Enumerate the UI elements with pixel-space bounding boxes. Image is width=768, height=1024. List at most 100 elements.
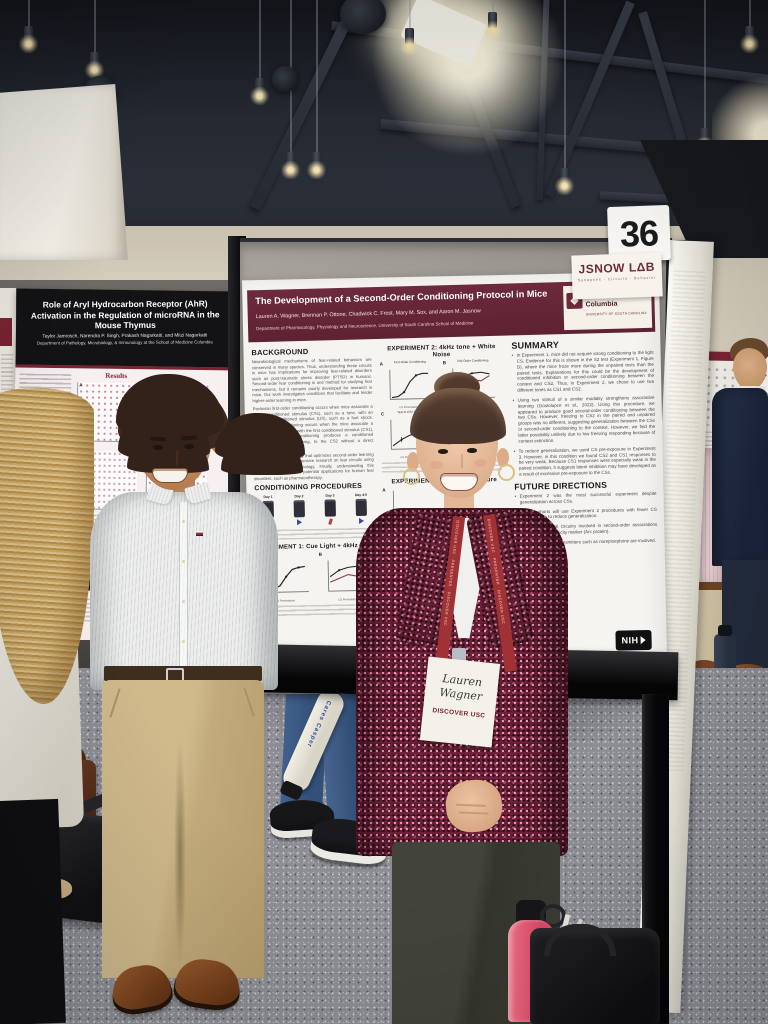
pants-pocket-line [243, 687, 255, 717]
graph-panel: A First-Order Conditioning CS Presentati… [380, 360, 438, 409]
panel-letter: B [318, 552, 323, 558]
pendant-light [84, 0, 105, 79]
woman-eye [438, 449, 448, 454]
navy-bottle-cap [718, 625, 732, 636]
shirt-button [181, 520, 185, 523]
nih-arrow-icon [640, 636, 646, 645]
woman-smile [440, 473, 478, 491]
man-eye [153, 445, 163, 450]
woman-ear [407, 452, 419, 471]
summary-heading: SUMMARY [511, 339, 560, 351]
man-shirt-placket [179, 502, 188, 688]
panel-letter: C [380, 411, 385, 417]
man-ear [124, 434, 137, 455]
man-nose-shadow [167, 449, 179, 466]
lab-logo-tagline: Synapses · Circuits · Behavior [577, 275, 657, 283]
board-number: 36 [619, 212, 659, 255]
left-poster-header: Role of Aryl Hydrocarbon Receptor (AhR) … [15, 288, 235, 368]
left-poster-title: Role of Aryl Hydrocarbon Receptor (AhR) … [30, 298, 220, 331]
woman-blush [430, 461, 443, 469]
speaker-icon [358, 518, 365, 525]
graph-title: 2nd-Order Conditioning [457, 358, 489, 363]
poster-title: The Development of a Second-Order Condit… [255, 288, 548, 307]
lab-logo-box: JSNOW LΔB Synapses · Circuits · Behavior [571, 252, 663, 300]
ceiling-speaker [340, 0, 386, 34]
left-poster-affiliation: Department of Pathology, Microbiology, &… [36, 338, 213, 346]
badge-footer: DISCOVER USC [432, 707, 486, 720]
sliver-maroon-patch [0, 318, 12, 346]
black-tote-bag-right [530, 924, 660, 1024]
man-pants [102, 680, 264, 978]
woman-nose-shadow [455, 454, 463, 468]
woman-blush [474, 459, 487, 467]
summary-paragraph: Using two stimuli of a similar modality … [512, 395, 655, 445]
poster-authors: Lauren A. Wagner, Brennan P. Ottone, Cha… [255, 308, 481, 321]
background-paragraph: Developing a methodology that optimizes … [253, 451, 375, 482]
conditioning-day-cell: Day 3 [316, 494, 344, 527]
poster-affiliation: Department of Pharmacology, Physiology a… [255, 320, 474, 332]
pendant-light [554, 0, 575, 195]
conditioning-day-cell: Day 2 [285, 494, 313, 527]
pants-center-shadow [174, 738, 186, 968]
shock-icon [328, 518, 333, 526]
ceiling [0, 0, 768, 242]
panel-letter: A [382, 487, 386, 493]
experiment2-heading: EXPERIMENT 2: 4kHz tone + White Noise [387, 343, 496, 359]
pendant-light [399, 0, 420, 55]
ceiling-speaker [272, 66, 298, 92]
day-label: Day 3 [325, 494, 335, 499]
pendant-light [249, 0, 270, 105]
pendant-light [306, 0, 327, 179]
man-eye [184, 444, 194, 449]
pendant-light [18, 0, 39, 53]
day-label: Day 4-5 [354, 493, 368, 498]
chamber-icon [355, 499, 367, 517]
ceiling-truss [250, 0, 361, 211]
background-paragraph: Pavlovian first-order conditioning occur… [252, 404, 374, 451]
line-graph [388, 369, 432, 400]
future-directions-heading: FUTURE DIRECTIONS [514, 479, 608, 492]
conditioning-day-cell: Day 4-5 [347, 493, 375, 526]
shirt-button [181, 640, 185, 643]
nih-logo-text: NIH [621, 635, 639, 646]
summary-paragraph: In Experiment 1, mice did not acquire st… [512, 350, 655, 394]
navy-man-jacket [712, 388, 768, 566]
chamber-icon [293, 500, 305, 518]
blonde-skirt [0, 798, 66, 1024]
woman-eye [467, 448, 477, 453]
shirt-button [181, 560, 185, 563]
nih-logo: NIH [615, 629, 652, 651]
pendant-light [280, 0, 301, 179]
shirt-button [181, 600, 185, 603]
name-badge: Lauren Wagner DISCOVER USC [419, 656, 501, 748]
school-logo-line3: UNIVERSITY OF SOUTH CAROLINA [585, 310, 647, 317]
pants-pocket-line [109, 688, 121, 718]
background-paragraph: Neurobiological mechanisms of fear-relat… [251, 356, 373, 404]
man-ear [211, 432, 224, 453]
left-poster-authors: Taylor Jamrosch, Narendra P. Singh, Prak… [42, 332, 208, 340]
woman-ear [497, 448, 509, 467]
man-belt [104, 666, 262, 683]
shirt-brand-logo [196, 531, 203, 536]
woman-hair-cap [410, 388, 506, 444]
day-label: Day 2 [294, 494, 304, 499]
lab-logo-name: JSNOW LΔB [578, 259, 656, 277]
chamber-icon [324, 499, 336, 518]
graph-title: First-Order Conditioning [393, 359, 426, 365]
left-poster-results-heading: Results [105, 371, 128, 381]
pendant-light [482, 0, 503, 39]
pendant-light [739, 0, 760, 53]
speaker-icon [297, 519, 303, 526]
background-heading: BACKGROUND [251, 347, 309, 358]
man-smile [152, 468, 188, 483]
future-bullet: Experiment 2 was the most successful exp… [515, 491, 657, 506]
summary-paragraph: To reduce generalization, we used CS pre… [514, 445, 657, 477]
school-logo-line2: Columbia [585, 300, 618, 309]
white-wall-corner [0, 84, 128, 260]
panel-letter: A [379, 361, 384, 367]
panel-letter: A [79, 382, 83, 388]
bag-strap [544, 924, 616, 956]
finger-line [458, 811, 489, 815]
navy-man-head [733, 348, 767, 390]
